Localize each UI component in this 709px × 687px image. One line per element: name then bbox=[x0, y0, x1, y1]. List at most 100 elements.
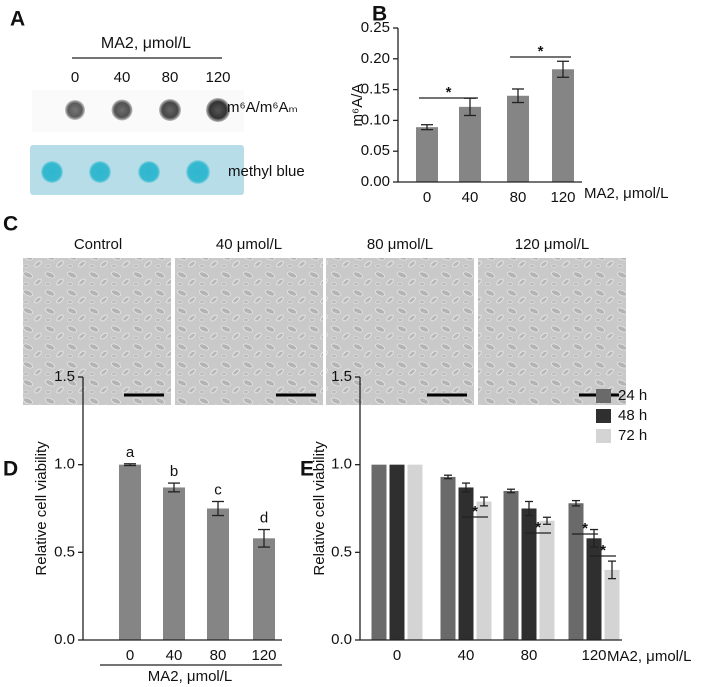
bar bbox=[507, 95, 529, 182]
bar bbox=[440, 476, 456, 640]
x-tick-label: 120 bbox=[550, 189, 575, 206]
row-label: methyl blue bbox=[228, 163, 305, 180]
x-tick-label: 0 bbox=[393, 647, 401, 664]
sig-star: * bbox=[535, 519, 541, 536]
bar bbox=[552, 69, 574, 182]
blot-dot bbox=[206, 98, 230, 122]
bar bbox=[476, 501, 492, 640]
error-bar bbox=[421, 124, 433, 131]
bar bbox=[389, 464, 405, 640]
panel-letter: B bbox=[372, 3, 387, 26]
panel-letter: D bbox=[3, 458, 18, 481]
x-tick-label: 80 bbox=[210, 647, 227, 664]
error-bar bbox=[608, 560, 616, 580]
y-tick-label: 0.0 bbox=[331, 631, 352, 648]
legend-label: 72 h bbox=[618, 427, 647, 444]
bar bbox=[458, 487, 474, 640]
lane-label: 120 bbox=[205, 69, 230, 86]
error-bar bbox=[444, 474, 452, 480]
bar bbox=[586, 538, 602, 640]
image-label: Control bbox=[74, 236, 122, 253]
x-tick-label: 40 bbox=[462, 189, 479, 206]
bar bbox=[163, 487, 185, 640]
y-axis-label: m⁶A/A bbox=[349, 84, 366, 127]
bar-label: b bbox=[170, 463, 178, 480]
blue-dot bbox=[89, 161, 111, 183]
y-tick-label: 0.05 bbox=[361, 142, 390, 159]
error-bar bbox=[572, 499, 580, 507]
blot-dot bbox=[65, 100, 85, 120]
lane-label: 40 bbox=[114, 69, 131, 86]
y-tick-label: 0.25 bbox=[361, 19, 390, 36]
y-tick-label: 0.10 bbox=[361, 111, 390, 128]
y-axis-label: Relative cell viability bbox=[33, 441, 50, 576]
error-bar bbox=[480, 496, 488, 507]
x-tick-label: 0 bbox=[126, 647, 134, 664]
sig-star: * bbox=[600, 542, 606, 559]
y-tick-label: 1.5 bbox=[331, 368, 352, 385]
bar bbox=[459, 106, 481, 182]
lane-label: 0 bbox=[71, 69, 79, 86]
micrograph bbox=[478, 258, 626, 405]
x-axis-label: MA2, μmol/L bbox=[584, 185, 669, 202]
legend-swatch bbox=[596, 429, 611, 443]
y-tick-label: 0.0 bbox=[54, 631, 75, 648]
micrograph bbox=[175, 258, 323, 405]
error-bar bbox=[212, 500, 224, 517]
panel-letter: A bbox=[10, 8, 25, 31]
x-tick-label: 40 bbox=[458, 647, 475, 664]
blue-dot bbox=[41, 161, 63, 183]
micrograph bbox=[326, 258, 474, 405]
error-bar bbox=[525, 500, 533, 517]
blot-dot bbox=[159, 99, 181, 121]
x-tick-label: 120 bbox=[581, 647, 606, 664]
image-label: 40 μmol/L bbox=[216, 236, 282, 253]
error-bar bbox=[507, 488, 515, 494]
image-label: 120 μmol/L bbox=[515, 236, 590, 253]
legend-swatch bbox=[596, 389, 611, 403]
y-tick-label: 0.15 bbox=[361, 81, 390, 98]
blue-dot bbox=[186, 160, 210, 184]
y-axis-label: Relative cell viability bbox=[311, 441, 328, 576]
x-tick-label: 40 bbox=[166, 647, 183, 664]
y-tick-label: 1.0 bbox=[331, 456, 352, 473]
error-bar bbox=[168, 482, 180, 493]
bar bbox=[568, 503, 584, 640]
legend-swatch bbox=[596, 409, 611, 423]
blot-dot bbox=[111, 99, 133, 121]
bar-label: d bbox=[260, 510, 268, 527]
image-label: 80 μmol/L bbox=[367, 236, 433, 253]
blot-header: MA2, μmol/L bbox=[101, 35, 191, 52]
sig-star: * bbox=[446, 84, 452, 101]
x-tick-label: 120 bbox=[251, 647, 276, 664]
sig-star: * bbox=[538, 43, 544, 60]
y-tick-label: 0.5 bbox=[331, 543, 352, 560]
x-tick-label: 0 bbox=[423, 189, 431, 206]
y-tick-label: 0.5 bbox=[54, 543, 75, 560]
x-tick-label: 80 bbox=[510, 189, 527, 206]
error-bar bbox=[557, 60, 569, 78]
bar bbox=[604, 569, 620, 640]
bar bbox=[119, 464, 141, 640]
bar bbox=[407, 464, 423, 640]
y-tick-label: 1.0 bbox=[54, 456, 75, 473]
sig-star: * bbox=[472, 503, 478, 520]
error-bar bbox=[462, 482, 470, 493]
bar bbox=[207, 508, 229, 640]
panel-letter: E bbox=[300, 458, 314, 481]
y-tick-label: 1.5 bbox=[54, 368, 75, 385]
panel-letter: C bbox=[3, 213, 18, 236]
bar bbox=[539, 520, 555, 640]
bar bbox=[253, 538, 275, 640]
bar-label: c bbox=[214, 481, 222, 498]
bar bbox=[416, 127, 438, 182]
y-tick-label: 0.20 bbox=[361, 50, 390, 67]
error-bar bbox=[590, 528, 598, 548]
bar bbox=[503, 490, 519, 640]
blue-dot bbox=[138, 161, 160, 183]
bar-label: a bbox=[126, 444, 135, 461]
row-label: m⁶A/m⁶Aₘ bbox=[227, 99, 298, 116]
